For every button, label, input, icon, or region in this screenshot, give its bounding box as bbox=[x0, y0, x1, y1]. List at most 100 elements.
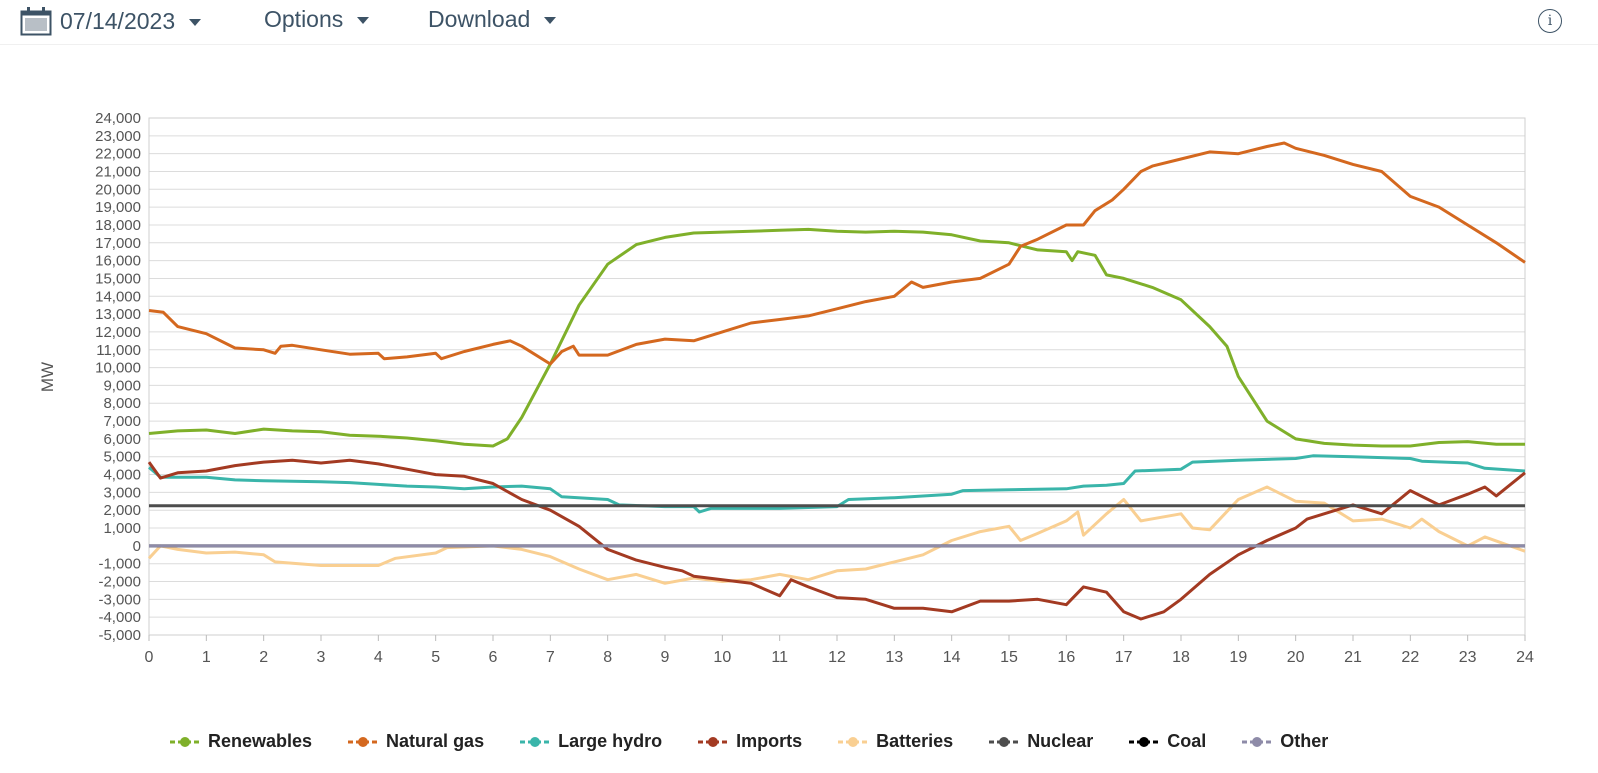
y-tick-label: -1,000 bbox=[98, 556, 141, 573]
legend-label: Other bbox=[1280, 731, 1329, 751]
y-tick-label: 13,000 bbox=[95, 306, 141, 323]
legend-item-batteries[interactable]: Batteries bbox=[838, 731, 953, 752]
legend-label: Imports bbox=[736, 731, 803, 751]
options-dropdown[interactable]: Options bbox=[264, 6, 370, 33]
y-tick-label: 7,000 bbox=[103, 413, 141, 430]
y-tick-label: 3,000 bbox=[103, 484, 141, 501]
y-tick-label: 4,000 bbox=[103, 467, 141, 484]
legend-marker-icon bbox=[838, 736, 869, 747]
y-tick-label: -3,000 bbox=[98, 591, 141, 608]
x-tick-label: 4 bbox=[374, 649, 383, 666]
x-tick-label: 7 bbox=[546, 649, 555, 666]
legend-marker-icon bbox=[170, 736, 200, 747]
legend-marker-icon bbox=[348, 736, 379, 747]
x-tick-label: 24 bbox=[1516, 649, 1534, 666]
x-tick-label: 14 bbox=[943, 649, 961, 666]
x-tick-label: 12 bbox=[828, 649, 846, 666]
legend-marker-icon bbox=[1242, 736, 1273, 747]
y-tick-label: 8,000 bbox=[103, 395, 141, 412]
legend-item-nuclear[interactable]: Nuclear bbox=[989, 731, 1093, 752]
chevron-down-icon bbox=[357, 17, 370, 24]
x-tick-label: 11 bbox=[771, 649, 788, 666]
x-tick-label: 16 bbox=[1057, 649, 1075, 666]
legend-item-imports[interactable]: Imports bbox=[698, 731, 802, 752]
y-tick-label: -2,000 bbox=[98, 574, 141, 591]
x-tick-label: 22 bbox=[1401, 649, 1419, 666]
y-tick-label: 24,000 bbox=[95, 110, 141, 127]
y-tick-label: 15,000 bbox=[95, 270, 141, 287]
x-tick-label: 19 bbox=[1229, 649, 1247, 666]
x-tick-label: 5 bbox=[431, 649, 440, 666]
y-tick-label: 6,000 bbox=[103, 431, 141, 448]
x-tick-label: 20 bbox=[1287, 649, 1305, 666]
legend-item-coal[interactable]: Coal bbox=[1129, 731, 1206, 752]
options-label: Options bbox=[264, 6, 344, 32]
y-tick-label: 21,000 bbox=[95, 163, 141, 180]
calendar-icon bbox=[20, 7, 52, 36]
series-line-imports[interactable] bbox=[147, 458, 1526, 621]
series-line-natural-gas[interactable] bbox=[148, 141, 1526, 366]
legend: Renewables Natural gas Large hydro Imports B… bbox=[170, 731, 1364, 752]
legend-marker-icon bbox=[989, 736, 1020, 747]
y-tick-label: -5,000 bbox=[98, 627, 141, 644]
x-tick-label: 1 bbox=[202, 649, 211, 666]
legend-label: Renewables bbox=[208, 731, 313, 751]
x-tick-label: 23 bbox=[1459, 649, 1477, 666]
legend-marker-icon bbox=[520, 736, 551, 747]
chevron-down-icon bbox=[544, 17, 557, 24]
legend-label: Coal bbox=[1167, 731, 1207, 751]
y-tick-label: 22,000 bbox=[95, 146, 141, 163]
x-tick-label: 0 bbox=[145, 649, 154, 666]
download-label: Download bbox=[428, 6, 531, 32]
y-tick-label: 18,000 bbox=[95, 217, 141, 234]
legend-marker-icon bbox=[1129, 736, 1160, 747]
date-value: 07/14/2023 bbox=[60, 7, 176, 34]
plot-border bbox=[148, 117, 1526, 636]
x-tick-label: 8 bbox=[603, 649, 612, 666]
y-tick-label: 17,000 bbox=[95, 235, 141, 252]
y-tick-label: 1,000 bbox=[103, 520, 141, 537]
legend-item-renewables[interactable]: Renewables bbox=[170, 731, 312, 752]
x-tick-label: 15 bbox=[1000, 649, 1018, 666]
series-line-large-hydro[interactable] bbox=[148, 454, 1526, 514]
legend-label: Natural gas bbox=[386, 731, 485, 751]
info-icon[interactable]: i bbox=[1538, 9, 1562, 33]
chevron-down-icon bbox=[189, 18, 202, 26]
date-picker[interactable]: 07/14/2023 bbox=[20, 6, 202, 36]
y-tick-label: 23,000 bbox=[95, 128, 141, 145]
x-tick-label: 2 bbox=[259, 649, 268, 666]
y-tick-label: 10,000 bbox=[95, 360, 141, 377]
legend-item-other[interactable]: Other bbox=[1242, 731, 1328, 752]
y-tick-label: 0 bbox=[133, 538, 141, 555]
legend-label: Nuclear bbox=[1027, 731, 1094, 751]
y-tick-label: 9,000 bbox=[103, 377, 141, 394]
download-dropdown[interactable]: Download bbox=[428, 6, 557, 33]
y-axis-label: MW bbox=[38, 362, 57, 392]
y-tick-label: 2,000 bbox=[103, 502, 141, 519]
x-tick-label: 17 bbox=[1115, 649, 1133, 666]
x-tick-label: 13 bbox=[885, 649, 903, 666]
y-tick-label: 20,000 bbox=[95, 181, 141, 198]
legend-label: Large hydro bbox=[558, 731, 663, 751]
series-line-batteries[interactable] bbox=[147, 485, 1526, 585]
y-tick-label: 14,000 bbox=[95, 288, 141, 305]
x-tick-label: 3 bbox=[317, 649, 326, 666]
x-tick-label: 9 bbox=[661, 649, 670, 666]
x-tick-label: 18 bbox=[1172, 649, 1190, 666]
legend-marker-icon bbox=[698, 736, 729, 747]
legend-label: Batteries bbox=[876, 731, 954, 751]
legend-item-natural-gas[interactable]: Natural gas bbox=[348, 731, 484, 752]
series-line-renewables[interactable] bbox=[148, 227, 1525, 448]
legend-item-large-hydro[interactable]: Large hydro bbox=[520, 731, 662, 752]
y-tick-label: 5,000 bbox=[103, 449, 141, 466]
x-tick-label: 21 bbox=[1344, 649, 1362, 666]
y-tick-label: 19,000 bbox=[95, 199, 141, 216]
toolbar: 07/14/2023 Options Download i bbox=[0, 0, 1598, 45]
y-tick-label: 11,000 bbox=[96, 342, 141, 359]
y-tick-label: -4,000 bbox=[98, 609, 141, 626]
x-tick-label: 10 bbox=[713, 649, 731, 666]
x-tick-label: 6 bbox=[489, 649, 498, 666]
y-tick-label: 16,000 bbox=[95, 253, 141, 270]
y-tick-label: 12,000 bbox=[95, 324, 141, 341]
